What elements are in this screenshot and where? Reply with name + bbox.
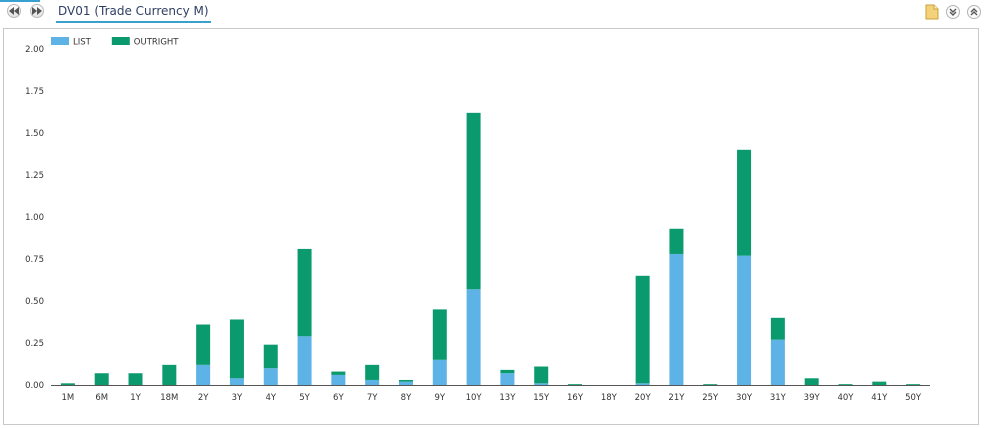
x-tick-label: 7Y — [367, 393, 378, 403]
x-tick-label: 9Y — [434, 393, 445, 403]
x-tick-label: 39Y — [804, 393, 821, 403]
bar-outright-31y[interactable] — [770, 317, 785, 340]
legend-swatch-outright — [111, 37, 130, 45]
bar-outright-15y[interactable] — [534, 366, 549, 384]
x-tick-label: 21Y — [668, 393, 685, 403]
fast-forward-icon[interactable] — [30, 4, 44, 18]
rewind-icon[interactable] — [7, 4, 21, 18]
bar-outright-41y[interactable] — [872, 381, 887, 385]
bar-outright-2y[interactable] — [196, 324, 211, 365]
bar-outright-7y[interactable] — [365, 364, 380, 380]
y-tick-label: 1.75 — [25, 87, 44, 97]
bar-outright-4y[interactable] — [263, 344, 278, 369]
x-tick-label: 30Y — [736, 393, 753, 403]
legend-label-outright: OUTRIGHT — [134, 38, 179, 48]
bar-outright-13y[interactable] — [500, 369, 515, 374]
x-tick-label: 2Y — [198, 393, 209, 403]
x-tick-label: 4Y — [265, 393, 276, 403]
bar-list-6y[interactable] — [331, 374, 346, 385]
legend-swatch-list — [51, 37, 69, 45]
x-axis: 1M 6M 1Y 18M 2Y 3Y 4Y 5Y 6Y 7Y 8Y 9Y 10Y 13Y 15Y 16Y 18Y… — [51, 385, 930, 403]
bar-outright-16y[interactable] — [568, 384, 583, 385]
y-tick-label: 0.50 — [25, 297, 44, 307]
bar-outright-6m[interactable] — [94, 373, 109, 385]
bar-outright-6y[interactable] — [331, 371, 346, 375]
y-axis: 0.00 0.25 0.50 0.75 1.00 1.25 1.50 1.75 2.00 — [25, 45, 44, 391]
bar-list-3y[interactable] — [229, 378, 244, 385]
y-tick-label: 1.50 — [25, 129, 44, 139]
chart-toolbar: DV01 (Trade Currency M) — [0, 0, 985, 26]
chart-panel: LIST OUTRIGHT 0.00 0.25 0.50 0.75 1.00 1.25 1.5… — [3, 28, 979, 425]
tab-title: DV01 (Trade Currency M) — [58, 4, 209, 18]
bar-list-21y[interactable] — [669, 253, 684, 385]
bar-list-2y[interactable] — [196, 364, 211, 385]
x-tick-label: 20Y — [635, 393, 652, 403]
document-export-icon[interactable] — [925, 4, 939, 20]
y-tick-label: 0.00 — [25, 381, 44, 391]
bar-outright-21y[interactable] — [669, 228, 684, 254]
bar-outright-3y[interactable] — [229, 319, 244, 379]
bar-list-8y[interactable] — [398, 381, 413, 385]
bar-list-9y[interactable] — [432, 359, 447, 385]
dv01-bar-chart: LIST OUTRIGHT 0.00 0.25 0.50 0.75 1.00 1.25 1.5… — [25, 37, 930, 403]
x-tick-label: 1M — [62, 393, 75, 403]
x-tick-label: 31Y — [770, 393, 787, 403]
bar-list-4y[interactable] — [263, 368, 278, 385]
x-tick-label: 5Y — [299, 393, 310, 403]
y-tick-label: 1.25 — [25, 171, 44, 181]
legend-label-list: LIST — [73, 38, 92, 48]
bar-outright-8y[interactable] — [398, 379, 413, 382]
x-tick-label: 1Y — [130, 393, 141, 403]
bar-list-5y[interactable] — [297, 336, 312, 385]
tab-underline — [56, 21, 211, 23]
x-tick-label: 6M — [95, 393, 108, 403]
bar-list-31y[interactable] — [770, 339, 785, 385]
bar-outright-25y[interactable] — [703, 384, 718, 385]
bar-outright-10y[interactable] — [466, 112, 481, 290]
y-tick-label: 2.00 — [25, 45, 44, 55]
bar-outright-20y[interactable] — [635, 275, 650, 384]
x-tick-label: 50Y — [905, 393, 922, 403]
bar-outright-5y[interactable] — [297, 248, 312, 337]
x-tick-label: 25Y — [702, 393, 719, 403]
bar-list-7y[interactable] — [365, 379, 380, 385]
bar-outright-1m[interactable] — [60, 383, 75, 385]
bar-outright-40y[interactable] — [838, 384, 853, 385]
x-tick-label: 15Y — [533, 393, 550, 403]
y-tick-label: 1.00 — [25, 213, 44, 223]
double-chevron-down-icon[interactable] — [946, 4, 960, 19]
x-tick-label: 18Y — [601, 393, 618, 403]
tab-dv01[interactable]: DV01 (Trade Currency M) — [56, 3, 211, 23]
bar-list-30y[interactable] — [737, 255, 752, 385]
chart-legend: LIST OUTRIGHT — [51, 37, 179, 48]
bar-outright-30y[interactable] — [737, 149, 752, 256]
active-accent-line — [0, 0, 40, 2]
bars — [60, 112, 921, 385]
x-tick-label: 3Y — [232, 393, 243, 403]
bar-list-10y[interactable] — [466, 289, 481, 385]
x-tick-label: 40Y — [837, 393, 854, 403]
x-tick-label: 16Y — [567, 393, 584, 403]
double-chevron-up-icon[interactable] — [967, 4, 981, 19]
x-tick-label: 13Y — [499, 393, 516, 403]
y-tick-label: 0.25 — [25, 339, 44, 349]
bar-outright-18m[interactable] — [162, 364, 177, 385]
bar-list-20y[interactable] — [635, 383, 650, 385]
bar-outright-39y[interactable] — [804, 378, 819, 385]
x-tick-label: 8Y — [401, 393, 412, 403]
bar-outright-50y[interactable] — [906, 384, 921, 385]
bar-list-15y[interactable] — [534, 383, 549, 385]
bar-outright-1y[interactable] — [128, 373, 143, 385]
bar-outright-9y[interactable] — [432, 309, 447, 360]
x-tick-label: 41Y — [871, 393, 888, 403]
x-tick-label: 18M — [160, 393, 178, 403]
x-tick-label: 6Y — [333, 393, 344, 403]
y-tick-label: 0.75 — [25, 255, 44, 265]
x-tick-label: 10Y — [466, 393, 483, 403]
bar-list-13y[interactable] — [500, 373, 515, 385]
